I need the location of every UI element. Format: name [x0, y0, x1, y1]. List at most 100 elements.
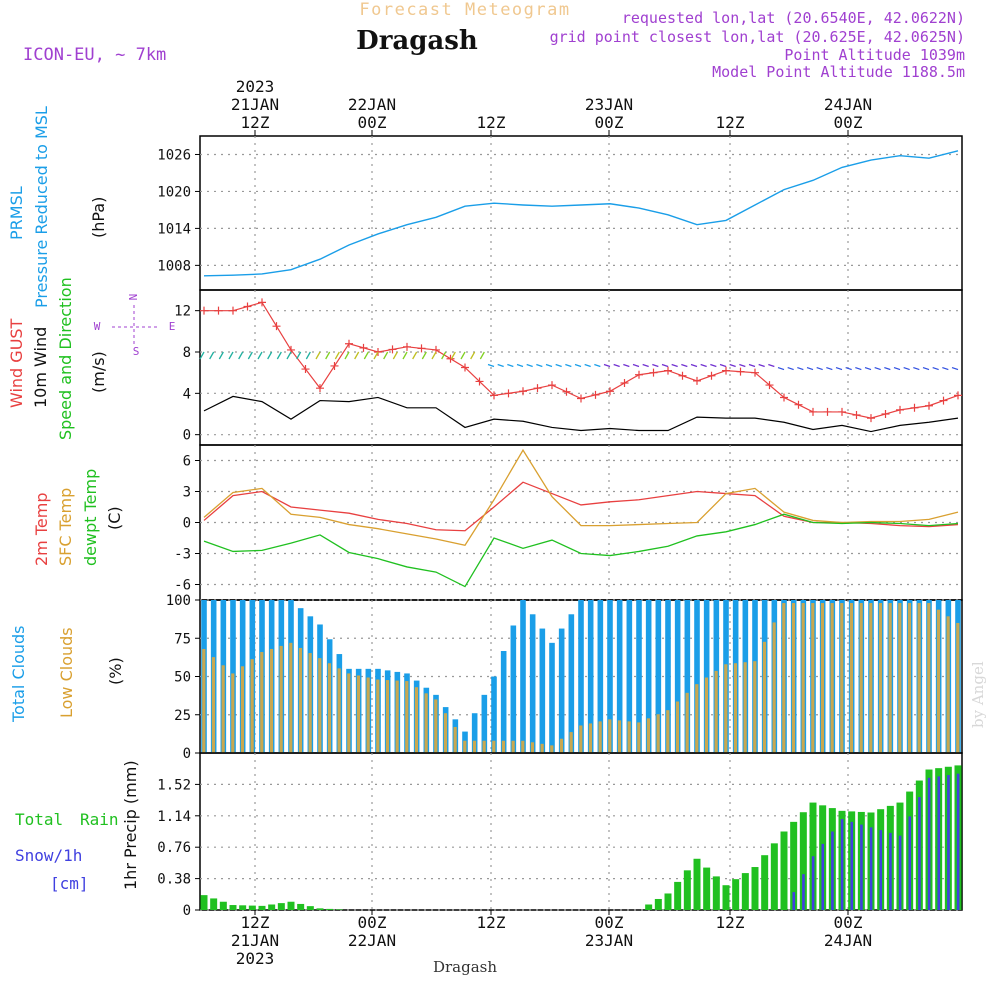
low-cloud-bar	[617, 720, 622, 753]
gust-marker	[533, 384, 542, 393]
total-cloud-bar	[665, 600, 671, 753]
wind-arrow	[344, 351, 350, 360]
low-cloud-bar	[337, 668, 341, 753]
wind-arrow	[363, 351, 369, 360]
rain-bar	[268, 904, 276, 910]
wind-arrow	[758, 363, 765, 368]
temp-unit: (C)	[105, 506, 124, 530]
top-time-label: 24JAN	[824, 95, 872, 114]
cloud-label-a: Total Clouds	[9, 626, 28, 724]
low-cloud-bar	[888, 603, 892, 753]
pressure-ytick-label: 1014	[157, 221, 191, 237]
low-cloud-bar	[463, 740, 467, 753]
wind-arrow	[392, 351, 398, 360]
snow-bar	[927, 777, 931, 910]
low-cloud-bar	[231, 673, 235, 753]
total-cloud-bar	[539, 628, 546, 753]
snow-bar	[937, 776, 941, 910]
rain-bar	[258, 905, 266, 910]
wind-arrow	[412, 351, 418, 360]
gust-marker	[301, 365, 310, 374]
gust-marker	[678, 371, 687, 380]
low-cloud-bar	[849, 603, 854, 753]
low-cloud-bar	[685, 692, 689, 753]
gust-marker	[330, 361, 339, 370]
gust-marker	[852, 411, 861, 420]
snow-bar	[908, 816, 912, 910]
precip-label-a2: Rain	[80, 810, 119, 829]
low-cloud-bar	[559, 738, 564, 753]
gust-marker	[200, 306, 208, 315]
wind-arrow	[594, 363, 601, 368]
rain-bar	[703, 867, 711, 910]
rain-bar	[674, 881, 682, 910]
total-cloud-bar	[674, 600, 681, 753]
low-cloud-bar	[869, 603, 873, 753]
rain-bar	[664, 893, 672, 910]
wind-arrow	[487, 363, 495, 368]
low-cloud-bar	[521, 740, 525, 753]
wind-arrow	[719, 363, 727, 368]
low-cloud-bar	[453, 726, 457, 753]
rain-bar	[790, 821, 798, 910]
top-time-label: 21JAN	[231, 95, 279, 114]
gust-marker	[693, 376, 701, 385]
low-cloud-bar	[811, 603, 815, 753]
rain-bar	[809, 802, 817, 910]
wind-arrow	[450, 351, 456, 360]
pressure-label-b: Pressure Reduced to MSL	[32, 106, 51, 308]
wind-arrow	[681, 363, 688, 368]
total-cloud-bar	[597, 600, 604, 753]
wind-arrow	[603, 363, 611, 368]
compass-n: N	[126, 294, 139, 301]
total-cloud-bar	[645, 600, 652, 753]
pressure-label-a: PRMSL	[7, 186, 26, 240]
bottom-time-label: 12Z	[716, 913, 745, 932]
bottom-time-label: 12Z	[477, 913, 506, 932]
gust-marker	[794, 400, 803, 409]
precip-ytick-label: 1.14	[157, 809, 191, 825]
total-cloud-bar	[520, 600, 526, 753]
low-cloud-bar	[356, 675, 361, 753]
t2m-line	[203, 481, 959, 532]
total-cloud-bar	[607, 600, 613, 753]
bottom-time-label: 2023	[236, 949, 275, 968]
rain-bar	[219, 901, 227, 910]
low-cloud-bar	[501, 740, 506, 753]
rain-bar	[239, 905, 247, 910]
precip-label-c: [cm]	[50, 874, 89, 893]
info-line-4: Model Point Altitude 1188.5m	[712, 63, 965, 81]
rain-bar	[741, 873, 749, 910]
gust-marker	[345, 339, 353, 348]
gust-marker	[939, 396, 948, 405]
low-cloud-bar	[569, 732, 573, 753]
low-cloud-bar	[588, 723, 593, 753]
compass-w: W	[94, 320, 101, 333]
gust-marker	[316, 384, 324, 393]
low-cloud-bar	[327, 663, 332, 753]
wind-arrow	[526, 363, 533, 368]
temp-label-c: dewpt Temp	[81, 469, 100, 566]
precip-ytick-label: 0	[183, 903, 191, 919]
rain-bar	[683, 870, 691, 910]
low-cloud-bar	[240, 666, 245, 753]
low-cloud-bar	[627, 721, 631, 753]
temp-ytick-label: -6	[174, 578, 191, 594]
low-cloud-bar	[579, 725, 583, 753]
wind-arrow	[584, 363, 591, 368]
rain-bar	[200, 895, 208, 910]
wind-arrow	[797, 366, 804, 371]
bottom-time-label: 21JAN	[231, 931, 279, 950]
low-cloud-bar	[260, 652, 264, 753]
gust-marker	[664, 366, 672, 375]
low-cloud-bar	[289, 642, 293, 753]
low-cloud-bar	[840, 603, 844, 753]
rain-bar	[645, 904, 653, 910]
low-cloud-bar	[695, 684, 699, 753]
precip-label-b: Snow/1h	[15, 846, 82, 865]
low-cloud-bar	[956, 622, 960, 753]
bottom-time-label: 00Z	[834, 913, 863, 932]
wind-arrow	[516, 363, 524, 368]
wind-arrow	[460, 351, 466, 360]
low-cloud-bar	[472, 740, 477, 753]
